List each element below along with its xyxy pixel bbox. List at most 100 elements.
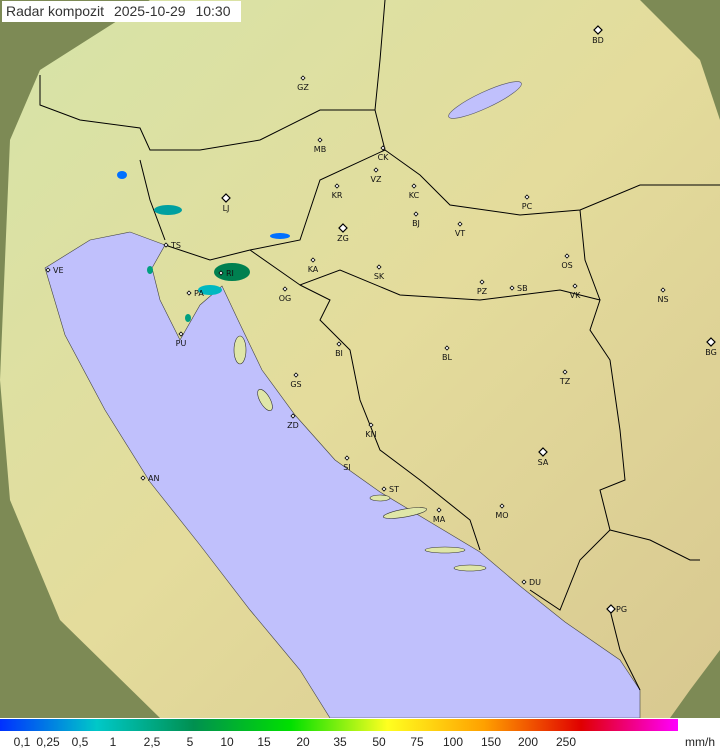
city-marker-icon	[45, 267, 51, 273]
city-marker-icon	[317, 137, 323, 143]
scale-tick-label: 150	[480, 735, 502, 749]
city-bl: BL	[442, 345, 453, 362]
city-label: BJ	[412, 219, 420, 228]
city-ck: CK	[378, 145, 389, 162]
city-label: SK	[374, 272, 385, 281]
city-gs: GS	[290, 372, 302, 389]
city-label: NS	[657, 295, 668, 304]
city-bj: BJ	[412, 211, 420, 228]
city-label: VK	[570, 291, 581, 300]
city-marker-icon	[290, 413, 296, 419]
radar-map[interactable]: BD GZ MB CK VZ KR KC LJ PC BJ VT ZG TS VE KA SK OS PZ SB VK…	[0, 0, 720, 718]
city-pz: PZ	[477, 279, 488, 296]
city-marker-icon	[381, 486, 387, 492]
city-pu: PU	[176, 331, 186, 348]
city-kn: KN	[365, 422, 377, 439]
city-ve: VE	[45, 266, 64, 275]
city-st: ST	[381, 485, 399, 494]
capital-marker-icon	[706, 337, 716, 347]
radar-echoes	[117, 171, 290, 322]
city-marker-icon	[310, 257, 316, 263]
city-marker-icon	[376, 264, 382, 270]
city-label: MB	[314, 145, 326, 154]
city-marker-icon	[499, 503, 505, 509]
city-label: OS	[561, 261, 572, 270]
city-pc: PC	[522, 194, 533, 211]
scale-tick-label: 1	[109, 735, 117, 749]
city-label: KR	[332, 191, 343, 200]
city-label: AN	[148, 474, 159, 483]
city-marker-icon	[380, 145, 386, 151]
scale-tick-label: 35	[333, 735, 347, 749]
city-label: PA	[194, 289, 204, 298]
city-marker-icon	[186, 290, 192, 296]
city-marker-icon	[163, 242, 169, 248]
city-marker-icon	[564, 253, 570, 259]
city-ts: TS	[163, 241, 181, 250]
scale-tick-label: 100	[442, 735, 464, 749]
city-label: BL	[442, 353, 452, 362]
city-tz: TZ	[559, 369, 571, 386]
city-pa: PA	[186, 289, 204, 298]
city-label: VT	[455, 229, 465, 238]
capital-marker-icon	[593, 25, 603, 35]
city-marker-icon	[344, 455, 350, 461]
city-vz: VZ	[371, 167, 382, 184]
city-marker-icon	[373, 167, 379, 173]
city-kr: KR	[332, 183, 343, 200]
city-marker-icon	[336, 341, 342, 347]
city-marker-icon	[282, 286, 288, 292]
title-date: 2025-10-29	[113, 3, 186, 19]
city-du: DU	[521, 578, 541, 587]
scale-tick-label: 50	[372, 735, 386, 749]
city-label: BG	[705, 348, 717, 357]
city-marker-icon	[413, 211, 419, 217]
city-pg: PG	[606, 604, 627, 614]
city-zd: ZD	[287, 413, 299, 430]
color-scale-labels: 0,1 0,25 0,5 1 2,5 5 10 15 20 35 50 75 100 150 200 250 m…	[0, 734, 720, 751]
city-marker-icon	[411, 183, 417, 189]
country-borders	[39, 0, 720, 691]
city-kc: KC	[409, 183, 420, 200]
city-ka: KA	[308, 257, 319, 274]
city-os: OS	[561, 253, 573, 270]
precipitation-color-scale	[0, 719, 678, 731]
radar-coverage-area	[0, 0, 720, 718]
city-label: PG	[616, 605, 627, 614]
city-vk: VK	[570, 283, 581, 300]
city-marker-icon	[524, 194, 530, 200]
city-gz: GZ	[297, 75, 309, 92]
city-marker-icon	[368, 422, 374, 428]
city-marker-icon	[334, 183, 340, 189]
city-label: SB	[517, 284, 528, 293]
city-marker-icon	[300, 75, 306, 81]
city-label: TZ	[559, 377, 571, 386]
city-marker-icon	[444, 345, 450, 351]
city-label: VZ	[371, 175, 382, 184]
city-bi: BI	[335, 341, 343, 358]
scale-tick-label: 10	[220, 735, 234, 749]
city-marker-icon	[218, 270, 224, 276]
title-text: Radar kompozit	[6, 3, 105, 19]
city-marker-icon	[436, 507, 442, 513]
city-bg: BG	[705, 337, 717, 357]
scale-tick-label: 5	[186, 735, 194, 749]
scale-unit: mm/h	[685, 735, 715, 749]
city-label: ZD	[287, 421, 299, 430]
city-ns: NS	[657, 287, 669, 304]
city-bd: BD	[592, 25, 604, 45]
city-marker-icon	[178, 331, 184, 337]
city-marker-icon	[562, 369, 568, 375]
city-label: SI	[343, 463, 350, 472]
map-title: Radar kompozit 2025-10-29 10:30	[2, 1, 241, 22]
city-lj: LJ	[221, 193, 231, 213]
city-si: SI	[343, 455, 351, 472]
city-ri: RI	[218, 269, 234, 278]
city-label: ST	[389, 485, 399, 494]
city-label: KA	[308, 265, 319, 274]
city-label: SA	[538, 458, 549, 467]
scale-tick-label: 250	[555, 735, 577, 749]
city-zg: ZG	[337, 223, 349, 243]
city-label: VE	[53, 266, 64, 275]
capital-marker-icon	[538, 447, 548, 457]
